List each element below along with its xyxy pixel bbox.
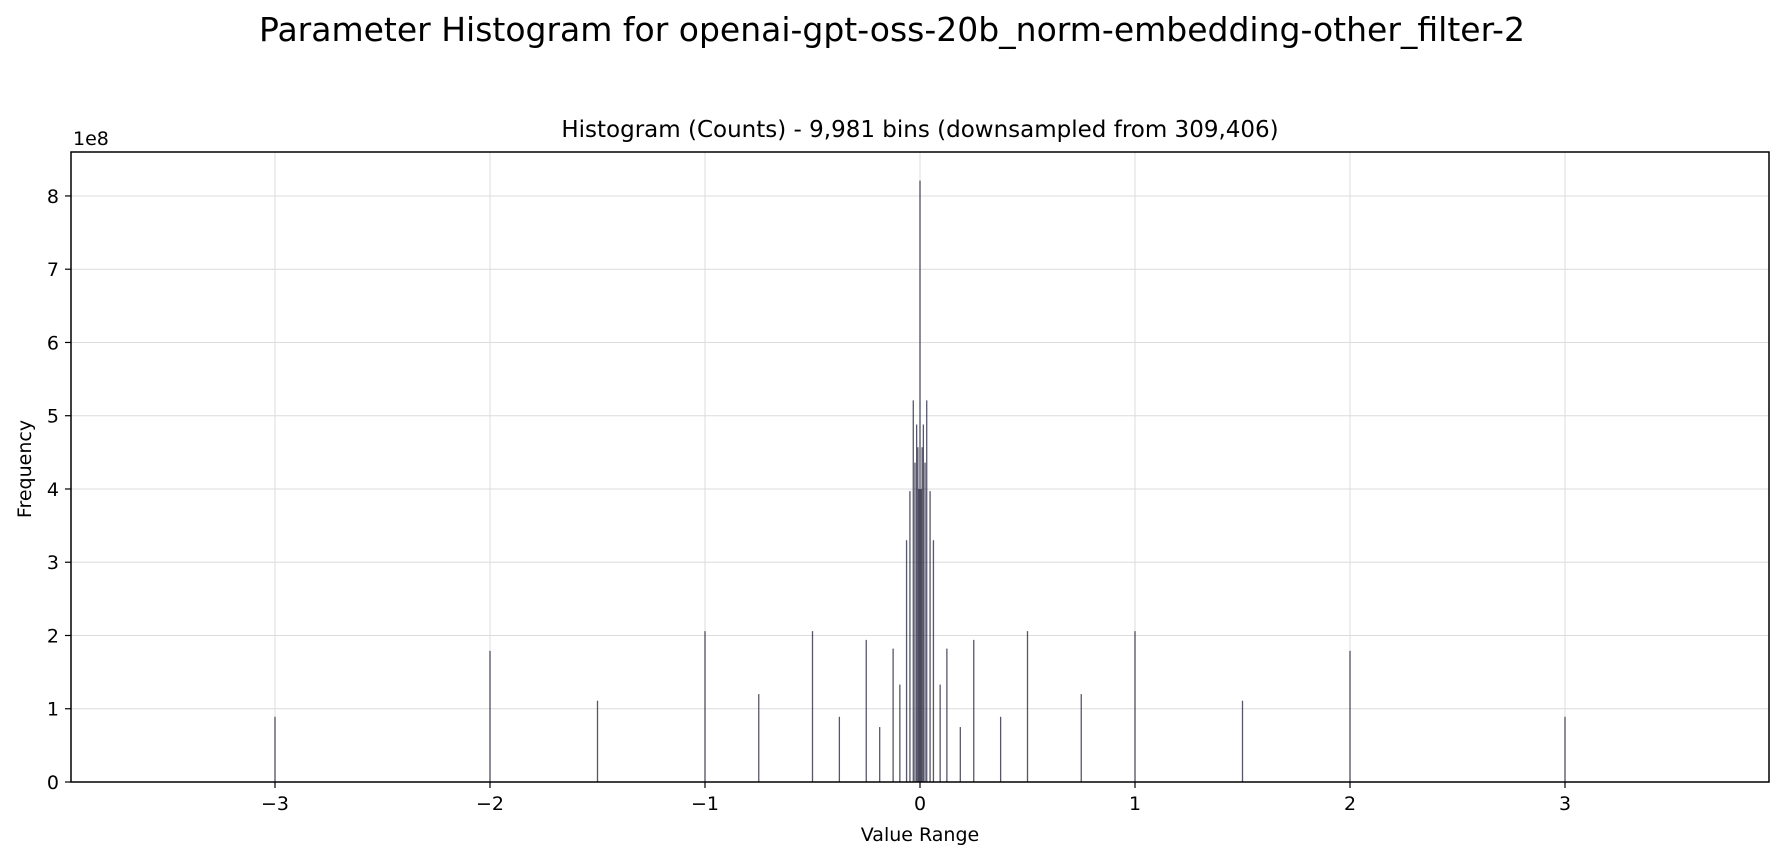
chart-title: Histogram (Counts) - 9,981 bins (downsam… <box>561 117 1279 143</box>
histogram-bars <box>274 180 1566 782</box>
y-axis-offset-label: 1e8 <box>73 128 109 150</box>
x-tick-label: −3 <box>261 793 289 815</box>
x-tick-label: 0 <box>914 793 926 815</box>
y-tick-label: 1 <box>47 699 59 721</box>
x-axis-label: Value Range <box>860 824 980 846</box>
y-tick-label: 5 <box>47 406 59 428</box>
x-tick-label: 1 <box>1129 793 1141 815</box>
x-tick-label: −1 <box>691 793 719 815</box>
y-tick-label: 2 <box>47 625 59 647</box>
y-tick-label: 6 <box>47 332 59 354</box>
figure-title: Parameter Histogram for openai-gpt-oss-2… <box>259 10 1525 49</box>
y-axis-ticks: 0 1 2 3 4 5 6 7 8 <box>47 186 71 794</box>
y-tick-label: 8 <box>47 186 59 208</box>
x-axis-ticks: −3 −2 −1 0 1 2 3 <box>261 782 1571 815</box>
y-tick-label: 7 <box>47 259 59 281</box>
y-tick-label: 0 <box>47 772 59 794</box>
x-tick-label: −2 <box>476 793 504 815</box>
x-tick-label: 2 <box>1344 793 1356 815</box>
x-tick-label: 3 <box>1559 793 1571 815</box>
y-tick-label: 3 <box>47 552 59 574</box>
y-tick-label: 4 <box>47 479 59 501</box>
